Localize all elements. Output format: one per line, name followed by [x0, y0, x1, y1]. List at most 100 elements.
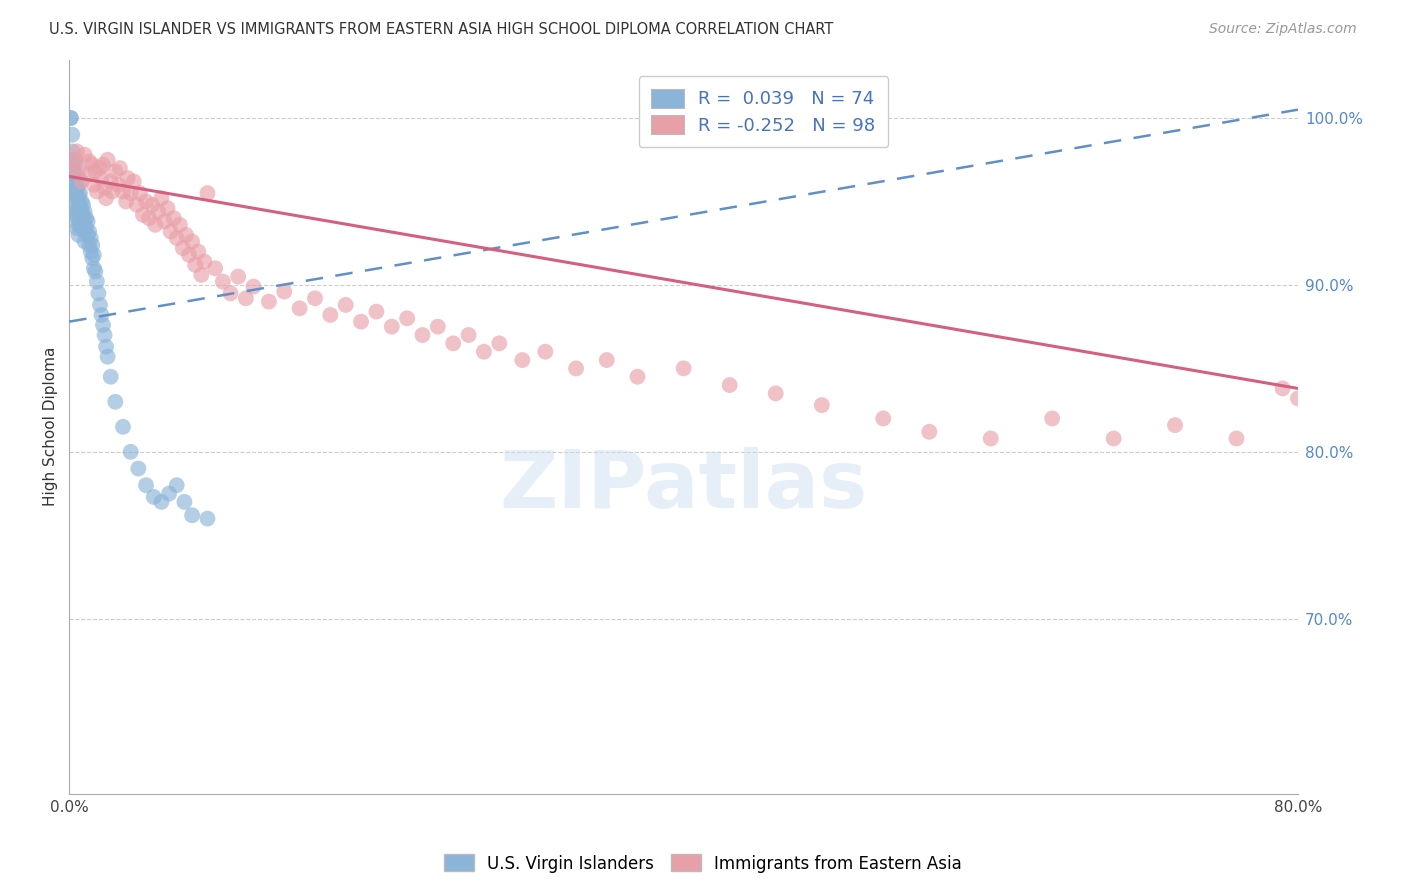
- Point: [104, 164, 127, 178]
- Point: [86, 275, 108, 289]
- Point: [304, 291, 326, 305]
- Point: [138, 211, 160, 226]
- Point: [163, 211, 186, 226]
- Point: [190, 268, 212, 282]
- Point: [1271, 381, 1294, 395]
- Point: [457, 328, 479, 343]
- Point: [319, 308, 342, 322]
- Point: [84, 264, 107, 278]
- Point: [181, 235, 204, 249]
- Point: [396, 311, 419, 326]
- Point: [65, 186, 87, 201]
- Point: [66, 145, 89, 159]
- Point: [76, 214, 98, 228]
- Point: [184, 258, 207, 272]
- Point: [67, 187, 90, 202]
- Point: [67, 218, 90, 232]
- Point: [66, 191, 89, 205]
- Point: [172, 241, 194, 255]
- Point: [65, 158, 87, 172]
- Point: [142, 490, 165, 504]
- Point: [143, 218, 166, 232]
- Point: [107, 178, 129, 192]
- Point: [75, 221, 97, 235]
- Point: [488, 336, 510, 351]
- Point: [1102, 432, 1125, 446]
- Point: [77, 225, 100, 239]
- Point: [235, 291, 257, 305]
- Point: [82, 251, 104, 265]
- Point: [169, 218, 191, 232]
- Point: [69, 208, 91, 222]
- Point: [156, 201, 179, 215]
- Point: [67, 198, 90, 212]
- Point: [159, 225, 181, 239]
- Point: [672, 361, 695, 376]
- Point: [204, 261, 226, 276]
- Point: [67, 208, 90, 222]
- Point: [765, 386, 787, 401]
- Legend: R =  0.039   N = 74, R = -0.252   N = 98: R = 0.039 N = 74, R = -0.252 N = 98: [638, 76, 889, 147]
- Point: [226, 269, 249, 284]
- Point: [510, 353, 533, 368]
- Point: [60, 128, 83, 142]
- Point: [80, 244, 103, 259]
- Point: [65, 178, 87, 192]
- Point: [381, 319, 404, 334]
- Point: [67, 164, 90, 178]
- Point: [100, 174, 122, 188]
- Point: [89, 298, 111, 312]
- Point: [626, 369, 648, 384]
- Point: [93, 181, 115, 195]
- Point: [872, 411, 894, 425]
- Point: [350, 315, 373, 329]
- Point: [66, 202, 89, 217]
- Point: [60, 161, 83, 175]
- Point: [166, 478, 188, 492]
- Point: [90, 308, 112, 322]
- Point: [141, 198, 163, 212]
- Point: [219, 286, 242, 301]
- Point: [59, 111, 82, 125]
- Point: [104, 394, 127, 409]
- Point: [335, 298, 357, 312]
- Point: [76, 227, 98, 242]
- Point: [94, 191, 117, 205]
- Point: [63, 153, 86, 167]
- Text: Source: ZipAtlas.com: Source: ZipAtlas.com: [1209, 22, 1357, 37]
- Point: [1364, 442, 1386, 456]
- Point: [72, 208, 94, 222]
- Point: [82, 238, 104, 252]
- Point: [73, 214, 96, 228]
- Point: [69, 186, 91, 201]
- Point: [70, 214, 93, 228]
- Point: [70, 194, 93, 209]
- Point: [66, 169, 89, 184]
- Point: [153, 214, 176, 228]
- Point: [69, 198, 91, 212]
- Point: [166, 231, 188, 245]
- Point: [565, 361, 588, 376]
- Point: [150, 495, 173, 509]
- Point: [122, 174, 145, 188]
- Point: [108, 161, 131, 175]
- Point: [441, 336, 464, 351]
- Point: [87, 286, 110, 301]
- Point: [63, 186, 86, 201]
- Text: U.S. VIRGIN ISLANDER VS IMMIGRANTS FROM EASTERN ASIA HIGH SCHOOL DIPLOMA CORRELA: U.S. VIRGIN ISLANDER VS IMMIGRANTS FROM …: [49, 22, 834, 37]
- Point: [65, 169, 87, 184]
- Point: [72, 198, 94, 212]
- Point: [1379, 451, 1402, 466]
- Point: [211, 275, 233, 289]
- Point: [66, 211, 89, 226]
- Point: [127, 461, 149, 475]
- Point: [97, 153, 120, 167]
- Point: [1164, 418, 1187, 433]
- Point: [157, 486, 180, 500]
- Text: ZIPatlas: ZIPatlas: [499, 447, 868, 524]
- Point: [1040, 411, 1063, 425]
- Point: [65, 153, 87, 167]
- Point: [111, 185, 134, 199]
- Point: [534, 344, 557, 359]
- Point: [472, 344, 495, 359]
